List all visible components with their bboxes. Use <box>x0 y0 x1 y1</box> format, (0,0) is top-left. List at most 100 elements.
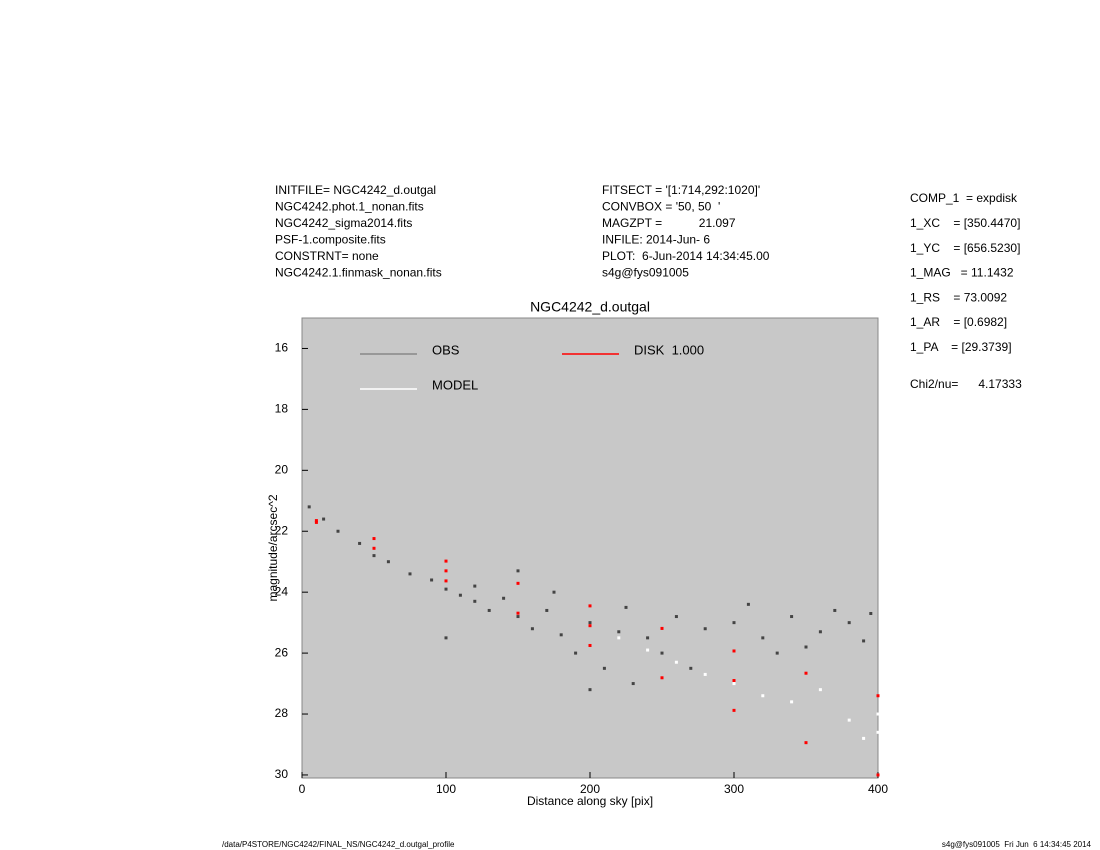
data-point <box>574 651 578 655</box>
param-line: 1_XC = [350.4470] <box>910 216 1020 230</box>
y-tick-label: 26 <box>275 645 289 659</box>
data-point <box>862 736 866 740</box>
y-tick-label: 20 <box>275 462 289 476</box>
data-point <box>602 666 606 670</box>
data-point <box>703 627 707 631</box>
data-point <box>732 708 736 712</box>
data-point <box>545 608 549 612</box>
data-point <box>646 636 650 640</box>
data-point <box>775 651 779 655</box>
data-point <box>516 569 520 573</box>
data-point <box>804 741 808 745</box>
data-point <box>818 688 822 692</box>
data-point <box>372 537 376 541</box>
data-point <box>458 593 462 597</box>
data-point <box>617 630 621 634</box>
y-tick-label: 22 <box>275 523 289 537</box>
data-point <box>660 626 664 630</box>
data-point <box>559 633 563 637</box>
header-line: CONVBOX = '50, 50 ' <box>602 200 720 214</box>
data-point <box>336 529 340 533</box>
x-axis-label: Distance along sky [pix] <box>527 794 653 808</box>
data-point <box>487 608 491 612</box>
data-point <box>588 688 592 692</box>
data-point <box>372 554 376 558</box>
data-point <box>862 639 866 643</box>
data-point <box>386 560 390 564</box>
param-line: 1_YC = [656.5230] <box>910 241 1020 255</box>
data-point <box>804 671 808 675</box>
x-tick-label: 300 <box>724 782 744 796</box>
data-point <box>444 587 448 591</box>
header-line: NGC4242.1.finmask_nonan.fits <box>275 266 442 280</box>
data-point <box>444 579 448 583</box>
data-point <box>552 590 556 594</box>
param-line: 1_PA = [29.3739] <box>910 340 1012 354</box>
data-point <box>847 718 851 722</box>
header-line: FITSECT = '[1:714,292:1020]' <box>602 183 760 197</box>
data-point <box>624 605 628 609</box>
header-line: CONSTRNT= none <box>275 249 379 263</box>
legend-label: OBS <box>432 342 460 357</box>
data-point <box>516 581 520 585</box>
data-point <box>358 541 362 545</box>
data-point <box>703 672 707 676</box>
data-point <box>790 700 794 704</box>
plot-area <box>301 317 879 779</box>
data-point <box>790 615 794 619</box>
data-point <box>444 569 448 573</box>
y-tick-label: 30 <box>275 767 289 781</box>
data-point <box>847 621 851 625</box>
data-point <box>674 615 678 619</box>
data-point <box>869 611 873 615</box>
data-point <box>473 584 477 588</box>
data-point <box>660 651 664 655</box>
data-point <box>746 602 750 606</box>
footer-path: /data/P4STORE/NGC4242/FINAL_NS/NGC4242_d… <box>222 840 455 849</box>
data-point <box>502 596 506 600</box>
data-point <box>833 608 837 612</box>
x-tick-label: 0 <box>299 782 306 796</box>
data-point <box>444 559 448 563</box>
header-line: PSF-1.composite.fits <box>275 233 386 247</box>
x-tick-label: 100 <box>436 782 456 796</box>
x-tick-label: 400 <box>868 782 888 796</box>
header-line: MAGZPT = 21.097 <box>602 216 736 230</box>
data-point <box>732 621 736 625</box>
param-line: 1_AR = [0.6982] <box>910 315 1007 329</box>
legend-label: DISK 1.000 <box>634 342 704 357</box>
header-line: INFILE: 2014-Jun- 6 <box>602 233 710 247</box>
chart-title: NGC4242_d.outgal <box>530 299 650 315</box>
y-tick-label: 16 <box>275 341 289 355</box>
data-point <box>444 636 448 640</box>
header-line: NGC4242.phot.1_nonan.fits <box>275 200 424 214</box>
data-point <box>876 773 880 777</box>
x-tick-label: 200 <box>580 782 600 796</box>
data-point <box>314 519 318 523</box>
data-point <box>876 712 880 716</box>
data-point <box>530 627 534 631</box>
y-axis-label: magnitude/arcsec^2 <box>266 494 280 601</box>
data-point <box>804 645 808 649</box>
data-point <box>876 694 880 698</box>
data-point <box>732 649 736 653</box>
data-point <box>761 694 765 698</box>
data-point <box>307 505 311 509</box>
header-line: PLOT: 6-Jun-2014 14:34:45.00 <box>602 249 770 263</box>
header-line: INITFILE= NGC4242_d.outgal <box>275 183 436 197</box>
data-point <box>322 517 326 521</box>
data-point <box>588 624 592 628</box>
header-line: s4g@fys091005 <box>602 266 689 280</box>
y-tick-label: 28 <box>275 706 289 720</box>
data-point <box>876 730 880 734</box>
param-line: 1_RS = 73.0092 <box>910 290 1007 304</box>
param-line: 1_MAG = 11.1432 <box>910 266 1014 280</box>
header-line: NGC4242_sigma2014.fits <box>275 216 412 230</box>
data-point <box>660 676 664 680</box>
data-point <box>588 604 592 608</box>
param-line: COMP_1 = expdisk <box>910 191 1018 205</box>
data-point <box>761 636 765 640</box>
data-point <box>617 636 621 640</box>
data-point <box>732 682 736 686</box>
